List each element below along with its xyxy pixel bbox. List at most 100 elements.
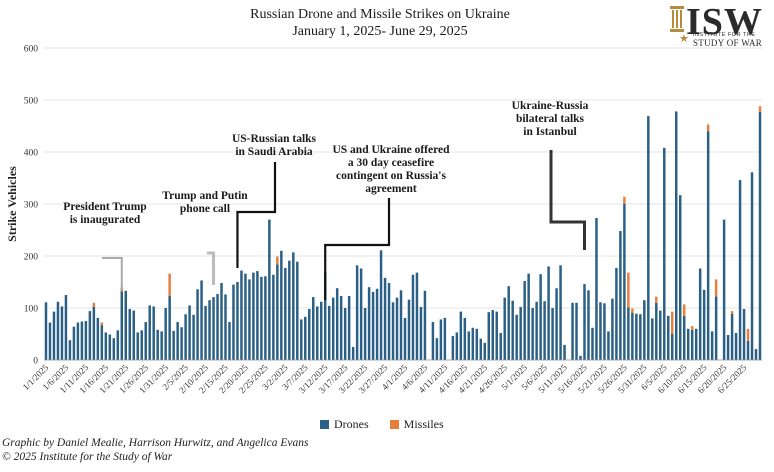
drones-swatch [320, 420, 329, 429]
annotation-phone-call-text: Trump and Putin [162, 190, 248, 202]
drone-bar [635, 313, 638, 360]
drone-bar [284, 267, 287, 360]
missile-bar [714, 279, 718, 297]
annotation-ceasefire-text: US and Ukraine offered [332, 144, 450, 156]
missile-bar [671, 311, 674, 334]
drone-bar [379, 250, 383, 360]
drone-bar [583, 284, 586, 360]
drone-bar [678, 195, 682, 360]
pillar-icon [670, 6, 684, 32]
drone-bar [351, 347, 355, 360]
drone-bar [176, 322, 179, 360]
drone-bar [140, 330, 143, 360]
logo-wordmark: ISW [686, 1, 763, 43]
drone-bar [623, 204, 626, 360]
drone-bar [607, 331, 610, 360]
drone-bar [44, 302, 48, 360]
drone-bar [619, 231, 622, 360]
drone-bar [232, 284, 235, 360]
credits: Graphic by Daniel Mealie, Harrison Hurwi… [2, 436, 308, 464]
legend-label-missiles: Missiles [403, 417, 444, 431]
drone-bar [503, 297, 506, 360]
drone-bar [72, 326, 76, 360]
drone-bar [236, 282, 239, 360]
drone-bar [603, 303, 606, 360]
drone-bar [659, 310, 662, 360]
drone-bar [383, 277, 387, 360]
drone-bar [371, 291, 375, 360]
drone-bar [308, 309, 311, 360]
drone-bar [296, 261, 299, 360]
drone-bar [507, 286, 510, 360]
drone-bar [571, 302, 574, 360]
drone-bar [627, 307, 630, 360]
annotation-ceasefire-text: a 30 day ceasefire [348, 157, 434, 169]
drone-bar [316, 306, 319, 360]
drone-bar [300, 319, 303, 360]
drone-bar [92, 306, 96, 360]
drone-bar [694, 328, 698, 360]
drone-bar [132, 310, 135, 360]
legend-item-drones: Drones [320, 417, 369, 432]
missile-bar [758, 106, 762, 112]
drone-bar [260, 276, 263, 360]
drone-bar [722, 219, 726, 360]
drone-bar [575, 302, 578, 360]
drone-bar [686, 328, 690, 360]
drone-bar [535, 301, 538, 360]
legend-label-drones: Drones [334, 417, 369, 431]
drone-bar [403, 317, 407, 360]
drone-bar [487, 312, 490, 360]
drone-bar [335, 288, 339, 360]
drone-bar [667, 315, 670, 360]
star-icon: ★ [679, 33, 689, 45]
drone-bar [754, 349, 758, 360]
drone-bar [391, 302, 395, 360]
drone-bar [702, 289, 706, 360]
drone-bar [563, 344, 566, 360]
drone-bar [543, 301, 546, 360]
drone-bar [551, 308, 554, 360]
missile-bar [706, 124, 710, 132]
missile-bar [100, 322, 104, 326]
drone-bar [682, 315, 686, 360]
drone-bar [136, 332, 139, 360]
drone-bar [168, 296, 171, 360]
drone-bar [304, 316, 307, 360]
y-tick-label: 200 [24, 253, 39, 263]
annotation-ceasefire-line [324, 198, 391, 300]
drone-bar [240, 270, 243, 360]
drone-bar [423, 290, 427, 360]
drone-bar [192, 314, 195, 360]
chart-title-line2: January 1, 2025- June 29, 2025 [292, 24, 468, 39]
drone-bar [395, 297, 399, 360]
drone-bar [88, 311, 92, 360]
drone-bar [710, 331, 714, 360]
drone-bar [599, 302, 602, 360]
drone-bar [375, 288, 379, 360]
missile-bar [631, 308, 634, 313]
chart-title-line1: Russian Drone and Missile Strikes on Ukr… [250, 7, 510, 22]
drone-bar [108, 334, 112, 360]
drone-bar [443, 317, 447, 360]
drone-bar [455, 332, 459, 360]
annotation-inauguration-text: is inaugurated [70, 214, 141, 226]
drone-bar [411, 274, 415, 360]
drone-bar [698, 268, 702, 360]
missile-bar [627, 272, 630, 308]
drone-bar [746, 340, 750, 360]
annotation-saudi-line [236, 162, 277, 268]
drone-bar [100, 325, 104, 360]
drone-bar [268, 219, 271, 360]
drone-bar [463, 317, 467, 360]
drone-bar [367, 287, 371, 360]
drone-bar [726, 335, 730, 360]
drone-bar [56, 301, 60, 360]
drone-bar [734, 332, 738, 360]
drone-bar [527, 273, 530, 360]
drone-bar [224, 294, 227, 360]
drone-bar [116, 330, 120, 360]
drone-bar [220, 283, 223, 360]
drone-bar [327, 305, 331, 360]
drone-bar [264, 276, 267, 360]
